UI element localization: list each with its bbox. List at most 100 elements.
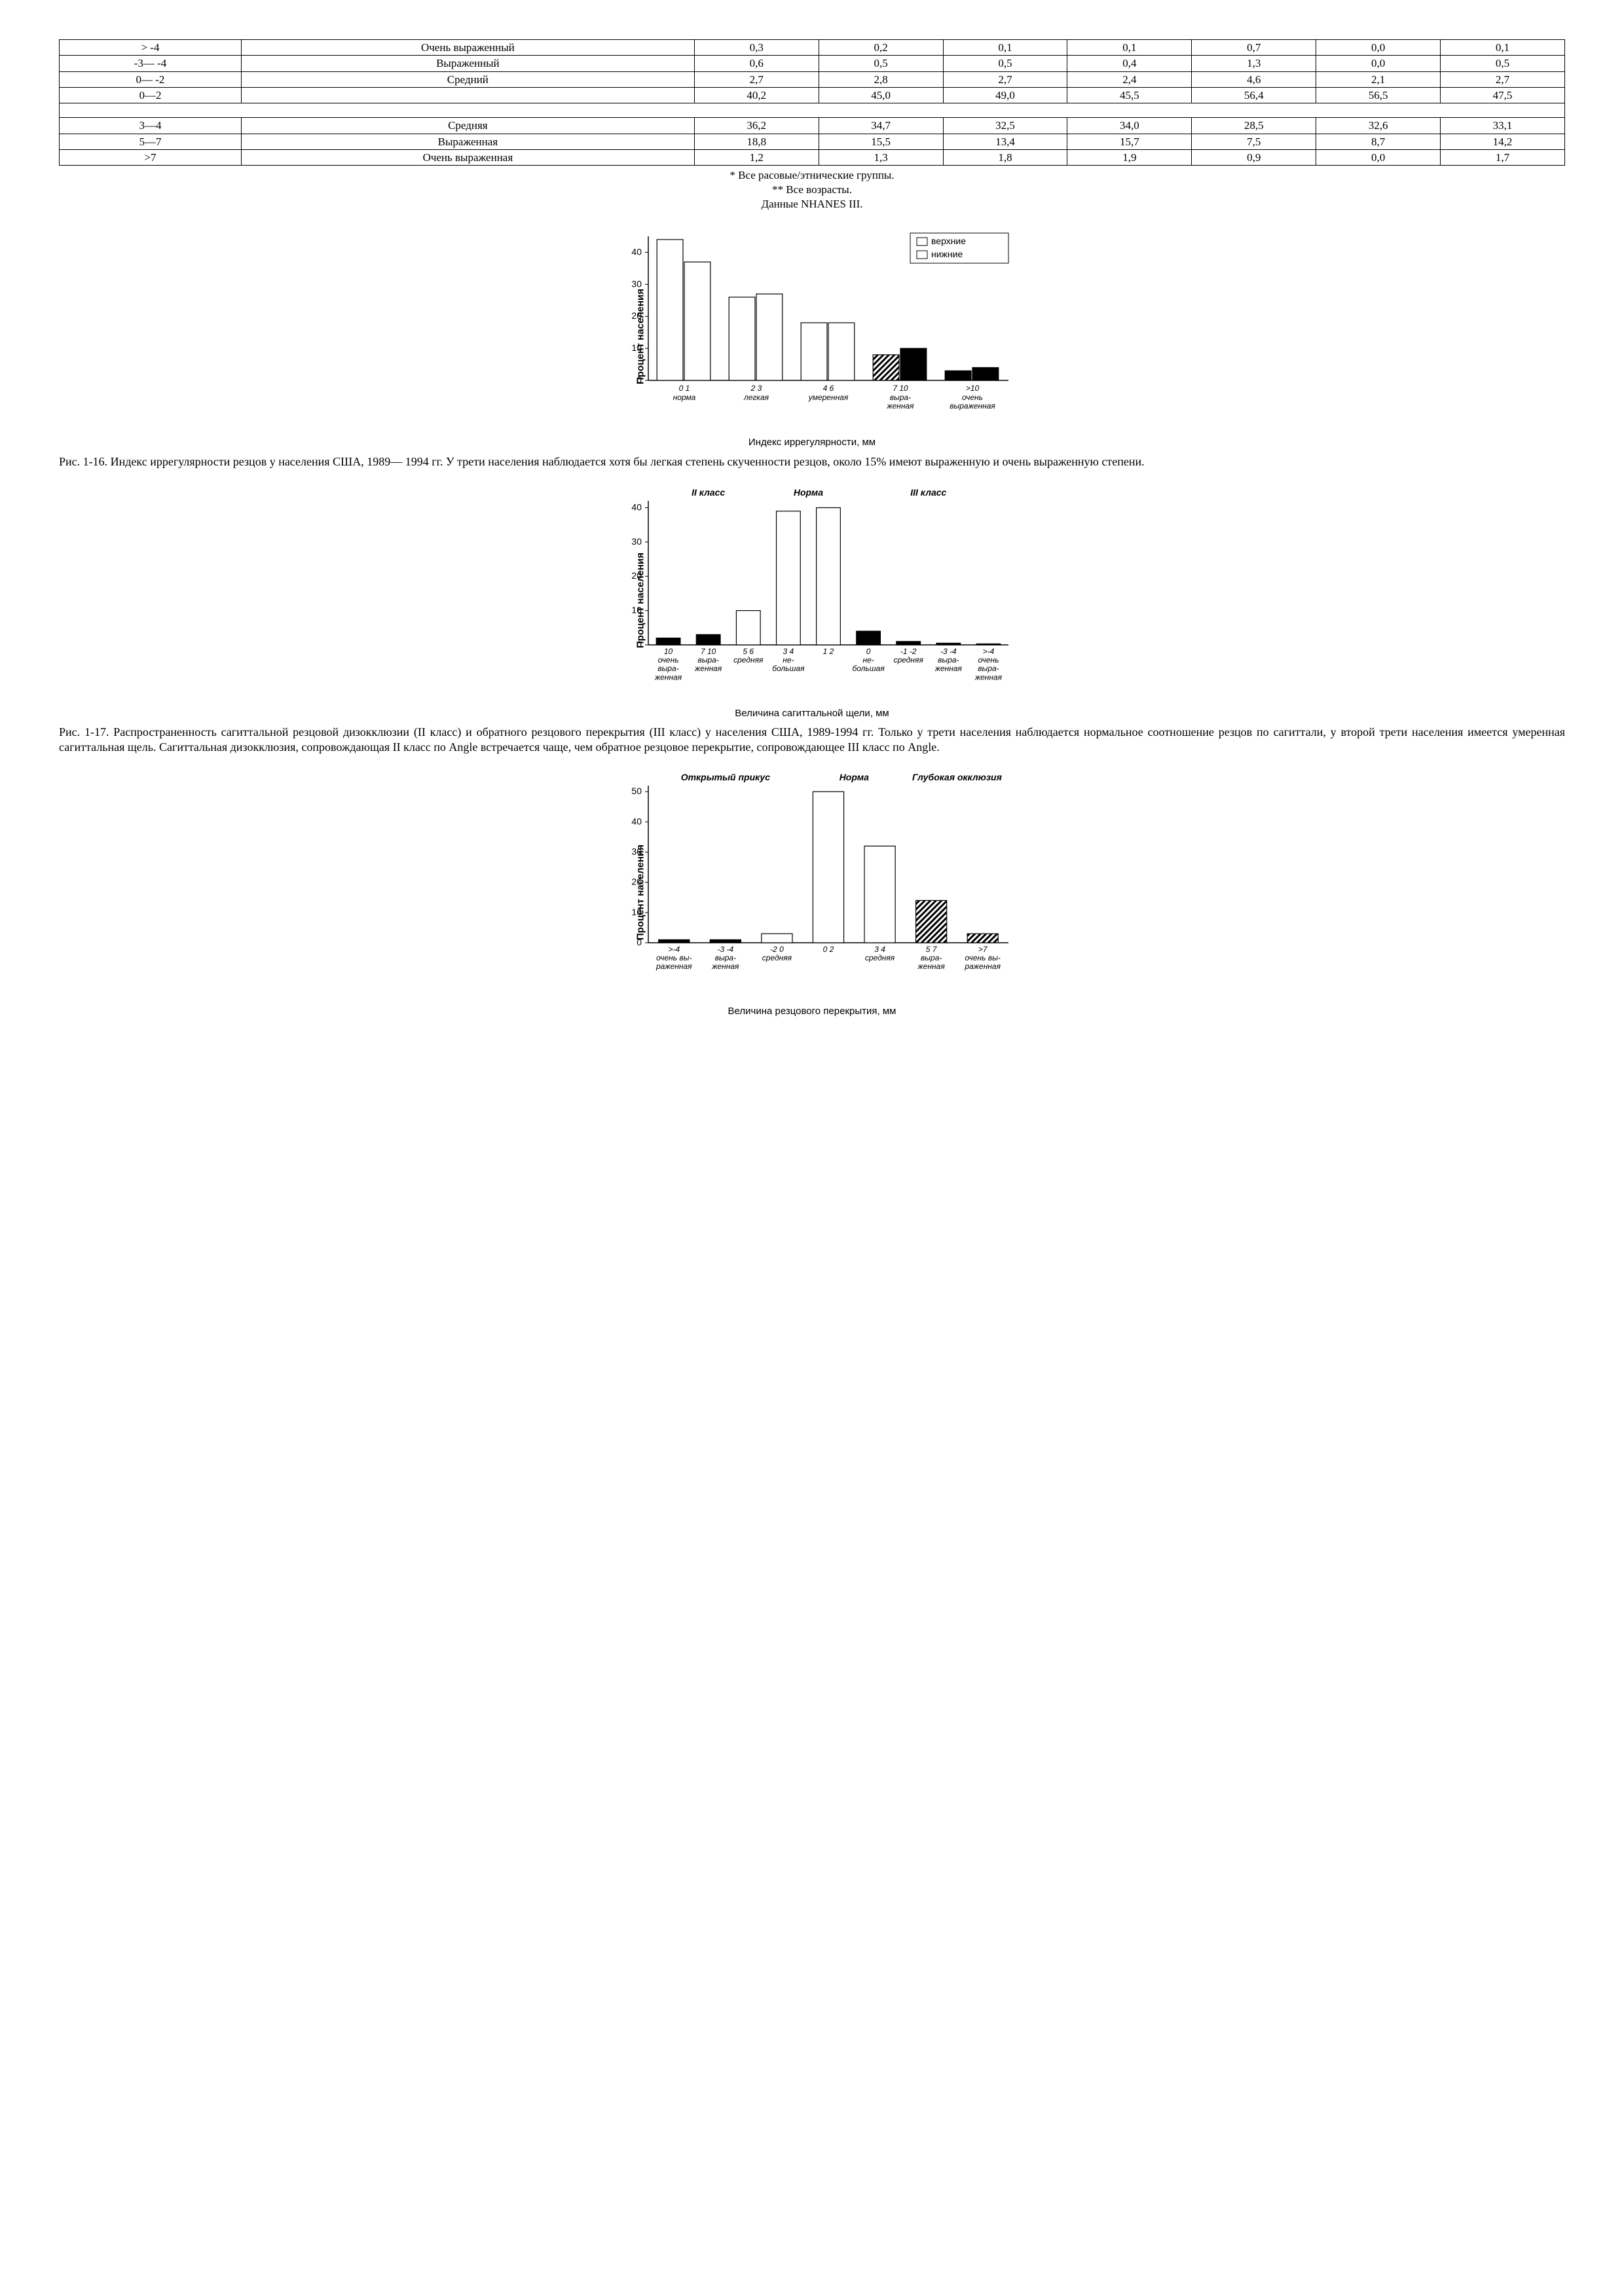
value-cell: 2,1 bbox=[1316, 71, 1441, 87]
y-axis-label: Процент населения bbox=[635, 553, 648, 648]
value-cell: 0,4 bbox=[1067, 56, 1192, 71]
svg-text:-3 -4: -3 -4 bbox=[718, 945, 734, 954]
desc-cell bbox=[241, 87, 694, 103]
svg-text:средняя: средняя bbox=[865, 953, 895, 962]
svg-text:оченьвыра-женная: оченьвыра-женная bbox=[654, 655, 682, 682]
svg-text:Открытый прикус: Открытый прикус bbox=[681, 772, 770, 782]
value-cell: 1,3 bbox=[819, 149, 943, 165]
value-cell: 0,1 bbox=[1067, 40, 1192, 56]
value-cell: 0,7 bbox=[1192, 40, 1316, 56]
desc-cell: Средний bbox=[241, 71, 694, 87]
value-cell: 0,0 bbox=[1316, 40, 1441, 56]
svg-text:средняя: средняя bbox=[733, 655, 764, 665]
value-cell: 0,5 bbox=[819, 56, 943, 71]
svg-text:оченьвыра-женная: оченьвыра-женная bbox=[974, 655, 1003, 682]
value-cell: 13,4 bbox=[943, 134, 1067, 149]
svg-text:II класс: II класс bbox=[692, 487, 725, 498]
svg-text:30: 30 bbox=[631, 536, 642, 546]
value-cell: 32,6 bbox=[1316, 118, 1441, 134]
value-cell: 34,0 bbox=[1067, 118, 1192, 134]
footnote: * Все расовые/этнические группы. bbox=[59, 168, 1565, 183]
figure-caption-1-17: Рис. 1-17. Распространенность сагиттальн… bbox=[59, 725, 1565, 754]
value-cell: 0,1 bbox=[1441, 40, 1565, 56]
value-cell: 1,8 bbox=[943, 149, 1067, 165]
value-cell: 36,2 bbox=[694, 118, 819, 134]
value-cell: 56,4 bbox=[1192, 87, 1316, 103]
value-cell: 15,7 bbox=[1067, 134, 1192, 149]
value-cell: 28,5 bbox=[1192, 118, 1316, 134]
value-cell: 0,9 bbox=[1192, 149, 1316, 165]
value-cell: 33,1 bbox=[1441, 118, 1565, 134]
value-cell: 56,5 bbox=[1316, 87, 1441, 103]
svg-text:>-4: >-4 bbox=[983, 647, 995, 656]
y-axis-label: Процент населения bbox=[635, 845, 648, 940]
svg-text:нижние: нижние bbox=[931, 249, 963, 259]
value-cell: 2,7 bbox=[943, 71, 1067, 87]
svg-text:30: 30 bbox=[631, 279, 642, 289]
range-cell: -3— -4 bbox=[60, 56, 242, 71]
svg-text:средняя: средняя bbox=[762, 953, 792, 962]
svg-text:-2 0: -2 0 bbox=[770, 945, 784, 954]
svg-text:3 4: 3 4 bbox=[874, 945, 885, 954]
value-cell: 1,7 bbox=[1441, 149, 1565, 165]
range-cell: 3—4 bbox=[60, 118, 242, 134]
range-cell: 5—7 bbox=[60, 134, 242, 149]
value-cell: 2,7 bbox=[694, 71, 819, 87]
table-footnotes: * Все расовые/этнические группы. ** Все … bbox=[59, 168, 1565, 211]
svg-text:выра-женная: выра-женная bbox=[917, 953, 946, 971]
svg-text:50: 50 bbox=[631, 786, 642, 797]
value-cell: 0,6 bbox=[694, 56, 819, 71]
svg-text:выра-женная: выра-женная bbox=[694, 655, 722, 673]
footnote: ** Все возрасты. bbox=[59, 183, 1565, 197]
value-cell: 0,0 bbox=[1316, 149, 1441, 165]
svg-text:-3 -4: -3 -4 bbox=[940, 647, 957, 656]
value-cell: 15,5 bbox=[819, 134, 943, 149]
value-cell: 1,9 bbox=[1067, 149, 1192, 165]
value-cell: 0,2 bbox=[819, 40, 943, 56]
value-cell: 45,0 bbox=[819, 87, 943, 103]
svg-text:легкая: легкая bbox=[743, 393, 769, 402]
value-cell: 0,1 bbox=[943, 40, 1067, 56]
svg-text:5 6: 5 6 bbox=[743, 647, 754, 656]
svg-text:3 4: 3 4 bbox=[783, 647, 794, 656]
svg-text:выра-женная: выра-женная bbox=[934, 655, 963, 673]
value-cell: 2,8 bbox=[819, 71, 943, 87]
range-cell: > -4 bbox=[60, 40, 242, 56]
svg-text:выра-женная: выра-женная bbox=[711, 953, 739, 971]
desc-cell: Выраженный bbox=[241, 56, 694, 71]
value-cell: 32,5 bbox=[943, 118, 1067, 134]
svg-text:III класс: III класс bbox=[910, 487, 946, 498]
svg-text:не-большая: не-большая bbox=[852, 655, 885, 673]
x-axis-label: Величина резцового перекрытия, мм bbox=[602, 1006, 1022, 1018]
svg-text:4 6: 4 6 bbox=[823, 384, 834, 393]
svg-text:Норма: Норма bbox=[840, 772, 869, 782]
value-cell: 0,3 bbox=[694, 40, 819, 56]
value-cell: 2,4 bbox=[1067, 71, 1192, 87]
svg-text:Глубокая окклюзия: Глубокая окклюзия bbox=[912, 772, 1002, 782]
desc-cell: Очень выраженный bbox=[241, 40, 694, 56]
desc-cell: Средняя bbox=[241, 118, 694, 134]
svg-text:>-4: >-4 bbox=[668, 945, 680, 954]
svg-text:>7: >7 bbox=[978, 945, 988, 954]
value-cell: 0,5 bbox=[943, 56, 1067, 71]
value-cell: 4,6 bbox=[1192, 71, 1316, 87]
svg-text:7 10: 7 10 bbox=[893, 384, 908, 393]
value-cell: 45,5 bbox=[1067, 87, 1192, 103]
svg-text:верхние: верхние bbox=[931, 236, 966, 246]
svg-text:>10: >10 bbox=[966, 384, 980, 393]
svg-text:Норма: Норма bbox=[794, 487, 823, 498]
value-cell: 1,3 bbox=[1192, 56, 1316, 71]
value-cell: 1,2 bbox=[694, 149, 819, 165]
footnote: Данные NHANES III. bbox=[59, 197, 1565, 211]
svg-text:очень вы-раженная: очень вы-раженная bbox=[655, 953, 692, 971]
svg-text:1 2: 1 2 bbox=[823, 647, 834, 656]
svg-text:40: 40 bbox=[631, 247, 642, 257]
y-axis-label: Процент населения bbox=[635, 289, 648, 384]
desc-cell: Очень выраженная bbox=[241, 149, 694, 165]
svg-text:0: 0 bbox=[866, 647, 871, 656]
value-cell: 18,8 bbox=[694, 134, 819, 149]
value-cell: 34,7 bbox=[819, 118, 943, 134]
svg-text:5 7: 5 7 bbox=[926, 945, 938, 954]
desc-cell: Выраженная bbox=[241, 134, 694, 149]
value-cell: 7,5 bbox=[1192, 134, 1316, 149]
